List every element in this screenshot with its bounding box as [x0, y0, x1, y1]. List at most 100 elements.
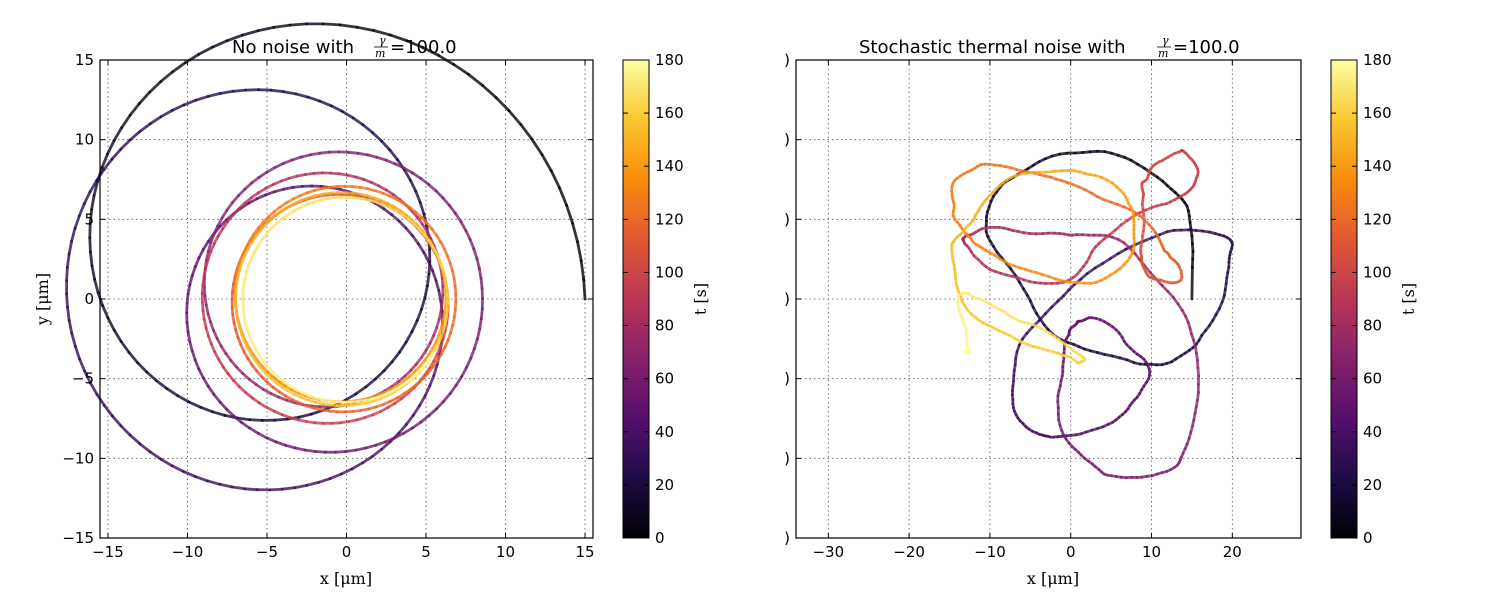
- trajectory-segment: [390, 350, 402, 364]
- trajectory-segment: [404, 226, 414, 238]
- trajectory-segment: [582, 278, 587, 301]
- trajectory-segment: [110, 147, 123, 161]
- trajectory-segment: [201, 239, 210, 251]
- trajectory-segment: [202, 317, 208, 330]
- trajectory-segment: [383, 436, 397, 444]
- trajectory-segment: [361, 123, 374, 135]
- trajectory-segment: [235, 365, 245, 375]
- trajectory-segment: [282, 185, 295, 191]
- trajectory-segment: [119, 424, 132, 437]
- trajectory-segment: [197, 247, 205, 260]
- trajectory-segment: [294, 92, 310, 99]
- trajectory-segment: [138, 442, 152, 454]
- trajectory-segment: [206, 334, 213, 346]
- trajectory-segment: [477, 266, 483, 280]
- trajectory-segment: [464, 229, 472, 241]
- trajectory-segment: [411, 171, 423, 180]
- trajectory-segment: [120, 114, 132, 130]
- trajectory-segment: [218, 482, 234, 489]
- axis-ticks: −15 −10 −5 0 5 10 15 −15 −10 −5 0 5 10 15: [62, 51, 594, 561]
- trajectory-segment: [361, 454, 374, 465]
- trajectory-segment: [431, 269, 438, 282]
- trajectory-segment: [204, 249, 210, 262]
- fraction-denominator: m: [375, 47, 385, 60]
- colorbar-tick-label: 60: [655, 370, 674, 388]
- trajectory-segment: [203, 294, 208, 307]
- trajectory-segment: [209, 242, 216, 254]
- trajectory-segment: [576, 240, 583, 263]
- trajectory-segment: [414, 189, 422, 204]
- trajectory-segment: [100, 152, 109, 169]
- trajectory-segment: [472, 337, 479, 351]
- trajectory-segment: [206, 250, 213, 262]
- trajectory-segment: [287, 174, 299, 180]
- trajectory-segment: [1025, 325, 1034, 335]
- trajectory-segment: [481, 84, 498, 99]
- colorbar-tick-label: 0: [655, 529, 665, 547]
- trajectory-segment: [540, 153, 553, 173]
- trajectory-segment: [432, 363, 439, 377]
- trajectory-segment: [565, 203, 574, 225]
- trajectory-segment: [1160, 283, 1170, 293]
- trajectory-segment: [148, 450, 163, 461]
- trajectory-segment: [110, 414, 123, 428]
- trajectory-segment: [404, 330, 414, 344]
- trajectory-segment: [397, 422, 408, 435]
- trajectory-segment: [318, 150, 331, 155]
- trajectory-segment: [1050, 299, 1060, 309]
- trajectory-segment: [247, 377, 258, 386]
- trajectory-segment: [159, 457, 174, 468]
- trajectory-segment: [1143, 264, 1152, 274]
- trajectory-segment: [343, 392, 358, 402]
- x-tick-label: 15: [576, 543, 595, 561]
- x-axis-label: x [μm]: [1027, 569, 1079, 588]
- trajectory-segment: [224, 352, 233, 363]
- trajectory-segment: [204, 303, 210, 315]
- trajectory-segment: [269, 392, 281, 399]
- trajectory-segment: [106, 139, 116, 156]
- trajectory-segment: [290, 155, 303, 162]
- trajectory-segment: [269, 88, 285, 94]
- x-tick-label: −10: [172, 543, 204, 561]
- trajectory-segment: [225, 407, 236, 418]
- y-tick-label: −5: [72, 370, 94, 388]
- trajectory-segment: [382, 207, 394, 217]
- trajectory-segment: [299, 153, 312, 159]
- trajectory-segment: [388, 148, 399, 162]
- trajectory-segment: [280, 486, 297, 491]
- colorbar-tick-label: 40: [1363, 423, 1382, 441]
- trajectory-segment: [293, 446, 307, 452]
- trajectory-segment: [425, 272, 431, 288]
- colorbar-label: t [s]: [1399, 283, 1418, 315]
- chart-no-noise: No noise with γ m =100.0 −15 −10 −5 0 5 10 15−…: [33, 22, 710, 588]
- trajectory-segment: [90, 193, 96, 211]
- trajectory-segment: [475, 327, 482, 341]
- trajectory-segment: [285, 398, 297, 405]
- trajectory-segment: [441, 196, 451, 207]
- trajectory-segment: [128, 433, 142, 446]
- colorbar: 0 20 40 60 80 100 120 140 160 180 t [s]: [1330, 51, 1418, 547]
- trajectory-segment: [73, 214, 81, 230]
- trajectory-segment: [185, 321, 190, 334]
- trajectory-segment: [1141, 236, 1153, 243]
- trajectory-segment: [197, 45, 215, 56]
- trajectory-segment: [255, 193, 268, 201]
- x-tick-label: 0: [1066, 543, 1076, 561]
- trajectory-segment: [364, 443, 378, 450]
- trajectory-segment: [209, 320, 215, 332]
- colorbar-tick-label: 60: [1363, 370, 1382, 388]
- trajectory-segment: [344, 448, 358, 453]
- trajectory-segment: [467, 73, 485, 87]
- trajectory-segment: [95, 392, 106, 407]
- trajectory-segment: [155, 379, 169, 391]
- trajectory-segment: [241, 372, 251, 381]
- trajectory-segment: [415, 307, 423, 322]
- trajectory-segment: [354, 385, 368, 396]
- y-tick-label: 10: [75, 131, 94, 149]
- trajectory-segment: [339, 467, 354, 476]
- trajectory-segment: [388, 33, 409, 43]
- trajectory-segment: [219, 344, 228, 356]
- trajectory-segment: [257, 401, 269, 409]
- trajectory-segment: [200, 283, 205, 295]
- trajectory-segment: [305, 420, 317, 425]
